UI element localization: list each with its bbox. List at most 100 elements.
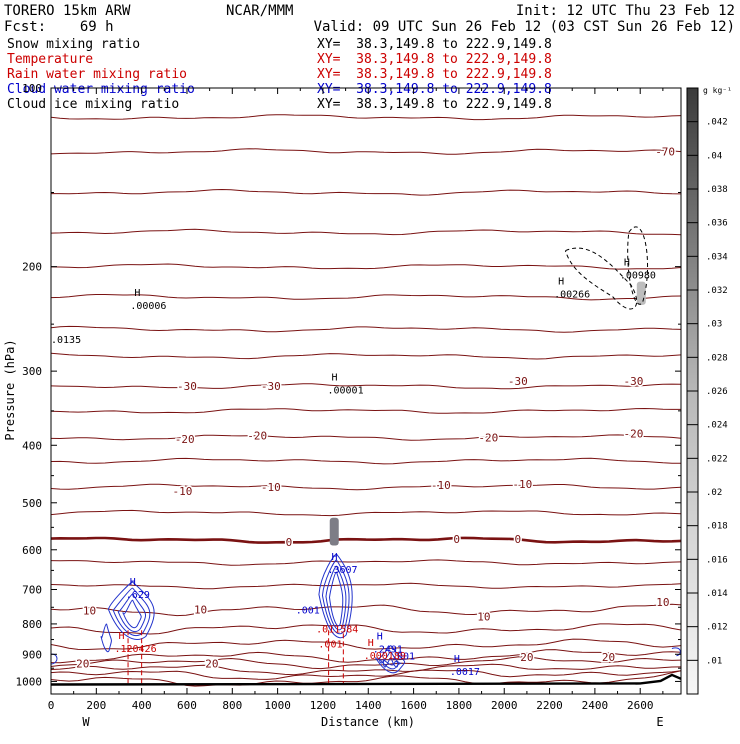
x-tick-label: 1800 (446, 699, 473, 712)
x-tick-label: 400 (132, 699, 152, 712)
max-value-label: .2491 (373, 644, 403, 655)
isotherm-line (51, 263, 681, 270)
isotherm-line (51, 407, 681, 414)
isotherm-line (51, 559, 681, 566)
y-tick-label: 800 (22, 618, 42, 631)
model-title: TORERO 15km ARW (4, 3, 131, 19)
max-value-label: .001 (318, 639, 342, 650)
max-marker: H (377, 631, 383, 642)
x-tick-label: 1400 (355, 699, 382, 712)
isotherm-label: -10 (512, 478, 532, 491)
field-xy-cloud-water: XY= 38.3,149.8 to 222.9,149.8 (317, 82, 552, 97)
isotherm-line (51, 188, 681, 196)
y-tick-label: 1000 (16, 675, 43, 688)
contour-layer: -70 -30 -30 -30 -30 -20 -20 -20 -20 -10 -10 -10 -10 0… (51, 114, 681, 687)
colorbar-tick-label: .034 (706, 252, 728, 262)
x-tick-label: 1600 (400, 699, 427, 712)
isotherm-line (51, 228, 681, 236)
isotherm-label: -30 (177, 380, 197, 393)
isotherm-line (51, 638, 681, 651)
y-tick-label: 200 (22, 261, 42, 274)
isotherm-label: -10 (173, 485, 193, 498)
x-tick-label: 2400 (582, 699, 609, 712)
ice-contour (627, 226, 649, 305)
forecast-hour: Fcst: 69 h (4, 19, 114, 35)
colorbar-tick-label: .036 (706, 219, 728, 229)
ice-contour (564, 247, 638, 310)
colorbar-tick-label: .028 (706, 353, 728, 363)
field-xy-rain: XY= 38.3,149.8 to 222.9,149.8 (317, 67, 552, 82)
max-value-label: .001 (391, 652, 415, 663)
y-axis-title: Pressure (hPa) (3, 339, 17, 440)
max-value-label: .00266 (554, 290, 590, 301)
x-tick-label: 600 (177, 699, 197, 712)
isotherm-label: 20 (205, 657, 218, 670)
colorbar-tick-label: .018 (706, 522, 728, 532)
max-marker: H (331, 552, 337, 563)
isotherm-label: 10 (656, 596, 669, 609)
isotherm-line (51, 623, 681, 635)
x-tick-label: 800 (222, 699, 242, 712)
isotherm-line (51, 509, 681, 517)
isotherm-line (51, 670, 681, 687)
colorbar-tick-label: .022 (706, 454, 728, 464)
isotherm-label: 20 (76, 657, 89, 670)
isotherm-label: -20 (247, 429, 267, 442)
max-value-label: .3607 (327, 565, 357, 576)
max-marker: H (130, 577, 136, 588)
colorbar-unit: g kg⁻¹ (703, 86, 732, 95)
isotherm-line (51, 536, 681, 544)
isotherm-line (51, 294, 681, 301)
field-label-cloud-ice: Cloud ice mixing ratio (7, 97, 179, 112)
x-tick-label: 1200 (310, 699, 337, 712)
plot-area: -70 -30 -30 -30 -30 -20 -20 -20 -20 -10 -10 -10 -10 0… (16, 82, 728, 712)
max-value-label: .00001 (327, 385, 363, 396)
colorbar-tick-label: .038 (706, 185, 728, 195)
max-value-label: .001 (296, 606, 320, 617)
colorbar-tick-label: .042 (706, 118, 728, 128)
colorbar-tick-label: .014 (706, 589, 728, 599)
colorbar-tick-label: .02 (706, 488, 722, 498)
field-xy-snow: XY= 38.3,149.8 to 222.9,149.8 (317, 37, 552, 52)
colorbar-tick-label: .01 (706, 656, 722, 666)
max-value-label: .0135 (51, 335, 81, 346)
y-tick-label: 700 (22, 584, 42, 597)
x-tick-label: 2000 (491, 699, 518, 712)
isotherm-label: -30 (508, 375, 528, 388)
isotherm-label: -30 (623, 375, 643, 388)
y-tick-label: 100 (22, 82, 42, 95)
cloud-water-contour (107, 581, 155, 640)
isotherm-line (51, 352, 681, 360)
isotherm-label: -20 (623, 427, 643, 440)
isotherm-label: 20 (602, 651, 615, 664)
field-label-temperature: Temperature (7, 52, 93, 67)
colorbar-tick-label: .026 (706, 387, 728, 397)
x-axis-title: Distance (km) (321, 715, 415, 729)
valid-time: Valid: 09 UTC Sun 26 Feb 12 (03 CST Sun … (314, 19, 735, 35)
cloud-water-contour (321, 559, 350, 635)
isotherm-label: -70 (655, 146, 675, 159)
isotherm-line (51, 148, 681, 155)
colorbar-tick-label: .024 (706, 421, 728, 431)
isotherm-label: 10 (83, 605, 96, 618)
field-label-cloud-water: Cloud water mixing ratio (7, 82, 195, 97)
isotherm-label: 10 (194, 604, 207, 617)
max-value-label: .629 (126, 590, 150, 601)
colorbar-tick-label: .04 (706, 151, 722, 161)
cloud-water-contour (318, 553, 353, 639)
max-value-label: .00980 (620, 270, 656, 281)
field-label-rain: Rain water mixing ratio (7, 67, 187, 82)
terrain-line (51, 673, 681, 686)
isotherm-line (51, 434, 681, 441)
colorbar-tick-label: .012 (706, 623, 728, 633)
colorbar-tick-label: .03 (706, 320, 722, 330)
isotherm-label: -10 (261, 481, 281, 494)
cloud-water-contour (375, 645, 406, 674)
max-value-label: .0017 (450, 667, 480, 678)
field-xy-cloud-ice: XY= 38.3,149.8 to 222.9,149.8 (317, 97, 552, 112)
y-tick-label: 900 (22, 648, 42, 661)
center-title: NCAR/MMM (226, 3, 293, 19)
colorbar-tick-label: .016 (706, 555, 728, 565)
x-tick-label: 200 (86, 699, 106, 712)
isotherm-line (51, 663, 681, 676)
